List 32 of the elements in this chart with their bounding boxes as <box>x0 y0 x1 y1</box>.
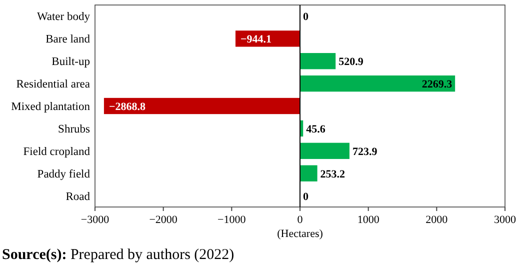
y-tick-label: Residential area <box>16 78 90 91</box>
x-tick-label: 3000 <box>494 214 516 226</box>
y-tick-label: Mixed plantation <box>11 101 90 113</box>
x-tick-label: 2000 <box>426 214 448 226</box>
x-tick-label: −1000 <box>218 214 246 226</box>
y-tick-label: Road <box>66 190 90 203</box>
data-label: −944.1 <box>240 34 272 46</box>
data-label: 45.6 <box>306 123 326 136</box>
x-tick-label: 0 <box>297 214 304 226</box>
bar <box>300 165 318 182</box>
bar <box>300 53 336 70</box>
y-tick-label: Shrubs <box>58 123 91 136</box>
y-tick-label: Bare land <box>46 34 90 46</box>
y-tick-label: Built-up <box>52 56 90 68</box>
bar <box>104 98 300 114</box>
bar <box>300 75 456 92</box>
data-label: −2868.8 <box>108 101 146 113</box>
source-note: Source(s): Prepared by authors (2022) <box>2 247 234 263</box>
data-label: 0 <box>303 190 309 203</box>
data-label: 0 <box>303 11 309 24</box>
data-label: 520.9 <box>338 56 364 68</box>
x-tick-label: −3000 <box>80 214 110 226</box>
x-tick-label: −2000 <box>149 214 178 226</box>
y-tick-label: Field cropland <box>23 146 90 158</box>
x-tick-label: 1000 <box>357 214 380 226</box>
y-tick-label: Paddy field <box>37 168 90 180</box>
x-axis-title: (Hectares) <box>277 228 324 240</box>
data-label: 723.9 <box>352 146 378 158</box>
y-tick-label: Water body <box>36 11 90 24</box>
data-label: 253.2 <box>320 168 346 180</box>
bar <box>300 142 350 159</box>
data-label: 2269.3 <box>422 78 453 91</box>
